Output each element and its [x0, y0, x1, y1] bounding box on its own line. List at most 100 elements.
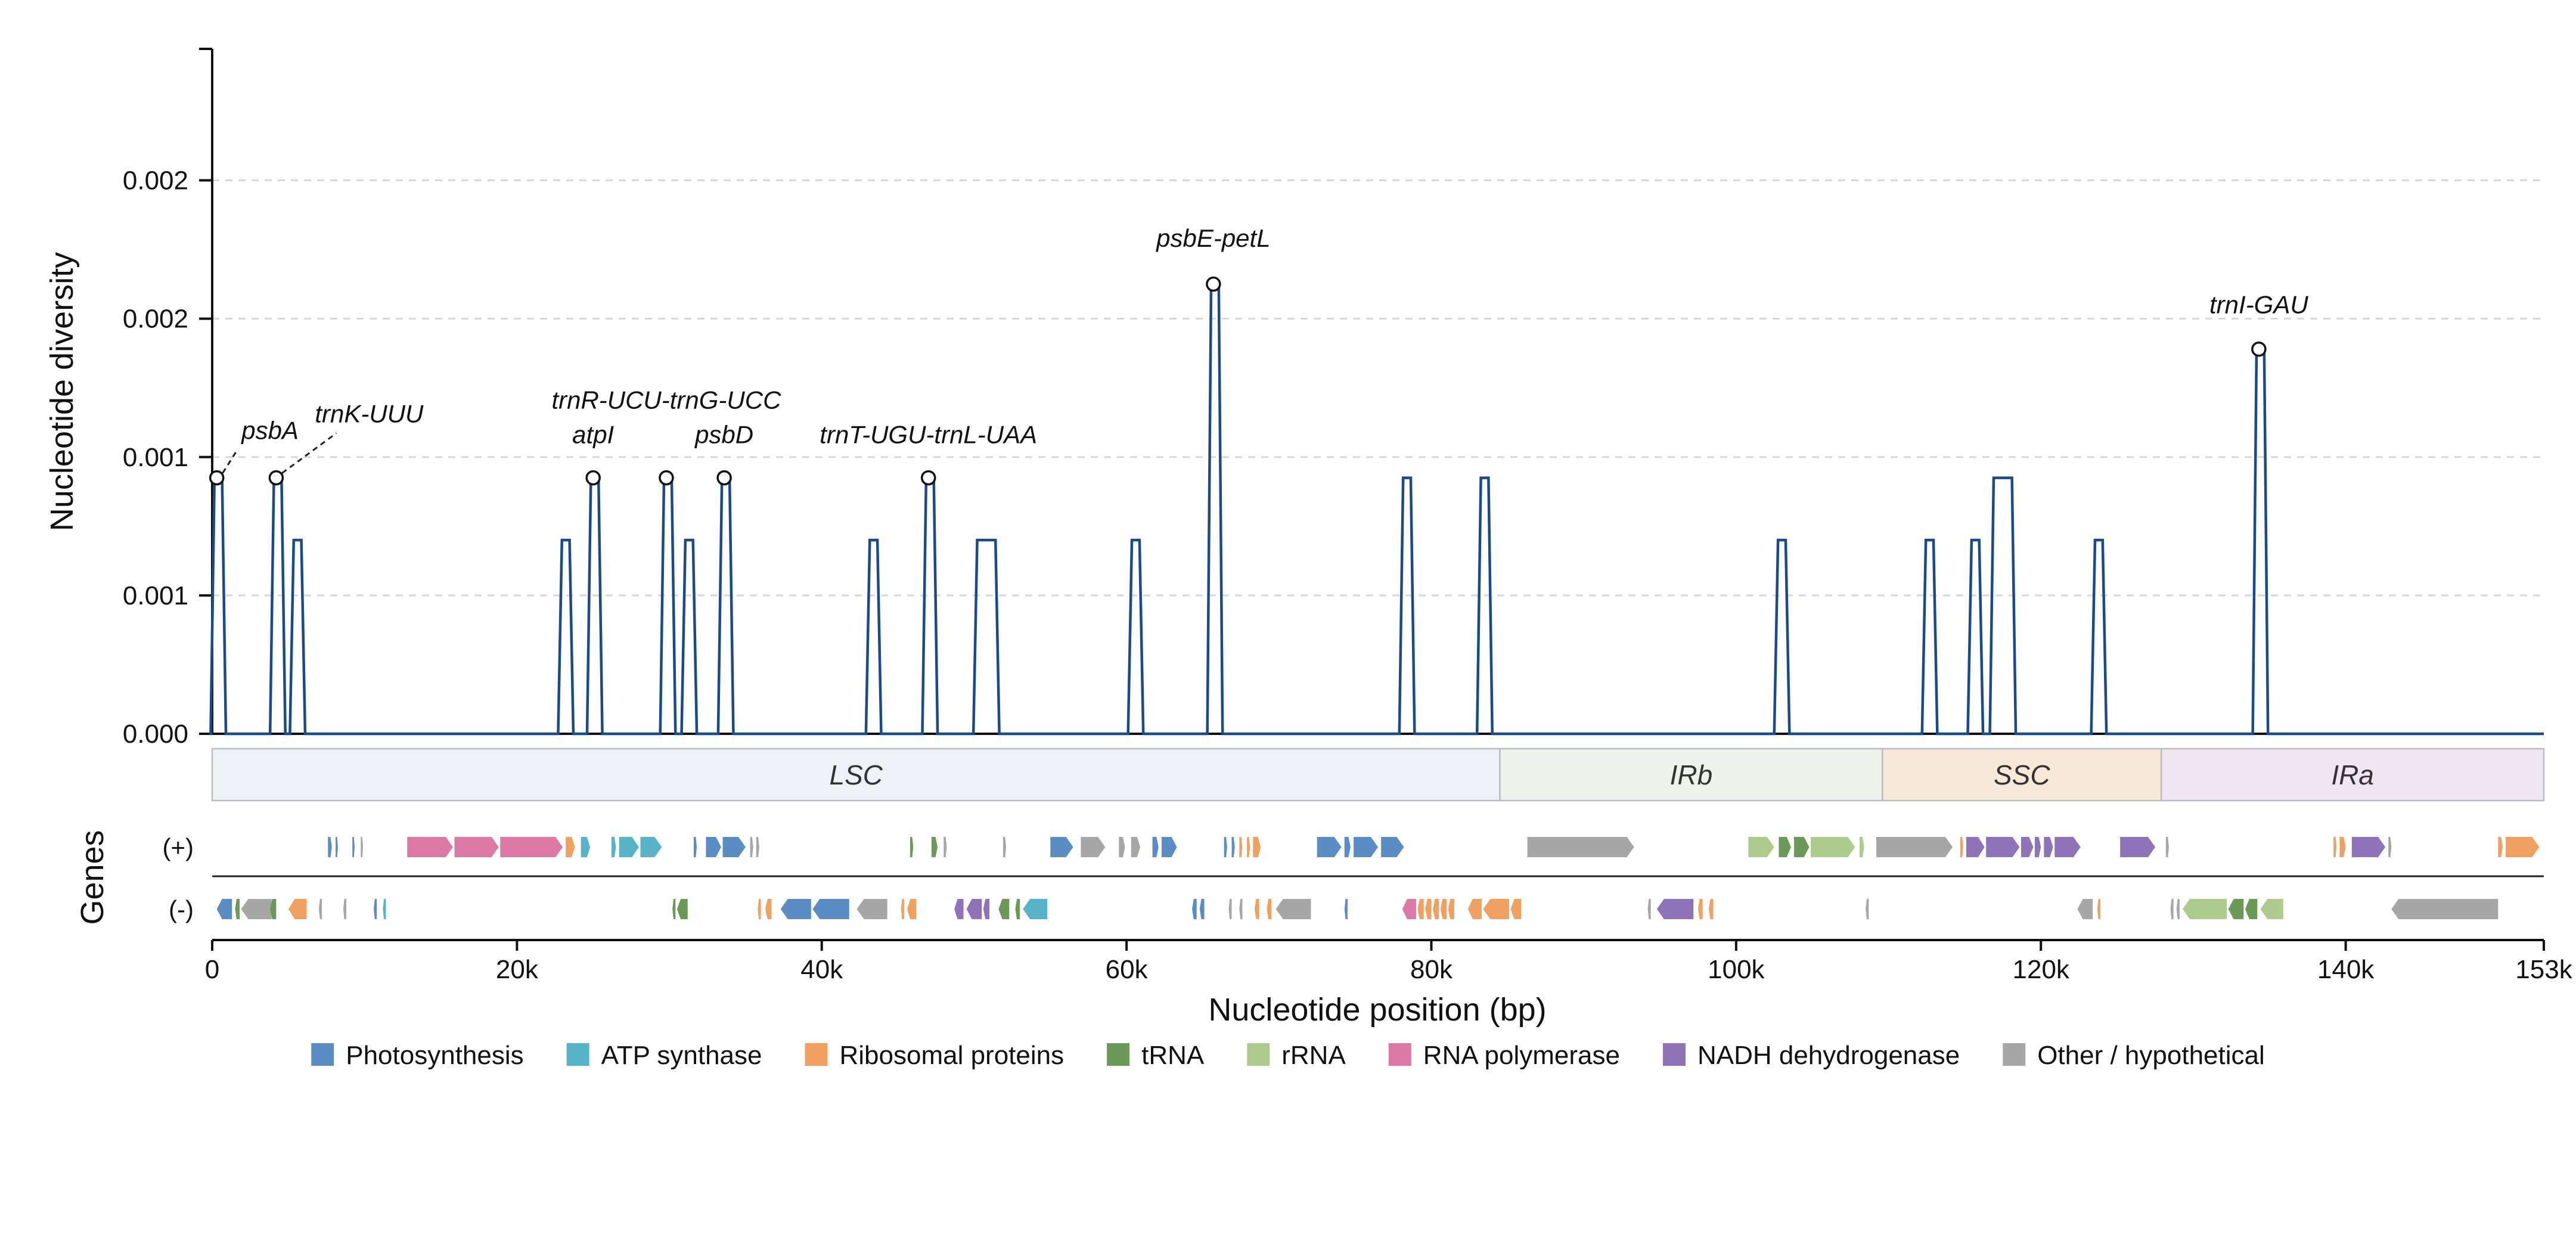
- legend-label: Photosynthesis: [346, 1041, 523, 1070]
- gene-plus-strand: [1050, 837, 1073, 857]
- legend-item: Photosynthesis: [311, 1041, 524, 1070]
- strand-label: (+): [163, 833, 194, 861]
- gene-minus-strand: [374, 899, 377, 919]
- gene-minus-strand: [1015, 899, 1020, 919]
- gene-plus-strand: [2120, 837, 2155, 857]
- gene-minus-strand: [2077, 899, 2093, 919]
- gene-plus-strand: [1247, 837, 1250, 857]
- peak-marker: [2251, 341, 2267, 357]
- peak-marker: [268, 470, 284, 486]
- gene-minus-strand: [954, 899, 964, 919]
- peak-marker: [1206, 276, 1221, 292]
- legend-item: rRNA: [1247, 1041, 1346, 1070]
- x-tick-label: 40k: [800, 955, 843, 984]
- gene-minus-strand: [983, 899, 989, 919]
- legend-swatch: [805, 1043, 828, 1066]
- gene-minus-strand: [1425, 899, 1432, 919]
- gene-minus-strand: [383, 899, 386, 919]
- region-block: [2160, 748, 2545, 802]
- peak-marker: [716, 470, 732, 486]
- gene-minus-strand: [1467, 899, 1482, 919]
- gene-minus-strand: [1267, 899, 1272, 919]
- y-tick-label: 0.001: [123, 581, 188, 610]
- gene-plus-strand: [1253, 837, 1261, 857]
- gene-minus-strand: [235, 899, 240, 919]
- gene-plus-strand: [706, 837, 721, 857]
- peak-label: psbA: [240, 417, 299, 445]
- gene-minus-strand: [1433, 899, 1439, 919]
- gene-plus-strand: [640, 837, 662, 857]
- strand-label: (-): [169, 895, 194, 923]
- gene-minus-strand: [1440, 899, 1447, 919]
- gene-minus-strand: [1510, 899, 1522, 919]
- gene-plus-strand: [454, 837, 499, 857]
- region-label: IRb: [1670, 759, 1713, 790]
- legend-swatch: [2003, 1043, 2026, 1066]
- gene-plus-strand: [756, 837, 759, 857]
- legend-label: tRNA: [1141, 1041, 1205, 1070]
- gene-minus-strand: [216, 899, 232, 919]
- gene-plus-strand: [1119, 837, 1125, 857]
- gene-plus-strand: [1779, 837, 1791, 857]
- legend-item: NADH dehydrogenase: [1662, 1041, 1960, 1070]
- y-tick-label: 0.001: [123, 443, 188, 472]
- axes: 0.000 0.001 0.001 0.002 0.002 0 20k 40k 60k 80k 10…: [123, 48, 2573, 984]
- gene-minus-strand: [343, 899, 347, 919]
- region-block: [211, 748, 1501, 802]
- gene-minus-strand: [1647, 899, 1651, 919]
- gene-plus-strand: [2339, 837, 2346, 857]
- x-tick-label: 100k: [1708, 955, 1765, 984]
- y-tick-label: 0.002: [123, 305, 188, 334]
- gene-minus-strand: [1023, 899, 1048, 919]
- gene-minus-strand: [812, 899, 849, 919]
- gene-plus-strand: [1354, 837, 1378, 857]
- gene-minus-strand: [2260, 899, 2283, 919]
- gene-tracks: (+) (-): [163, 833, 2544, 923]
- gene-minus-strand: [2170, 899, 2174, 919]
- gene-plus-strand: [1131, 837, 1141, 857]
- x-tick-label: 120k: [2013, 955, 2070, 984]
- gene-plus-strand: [581, 837, 591, 857]
- gene-minus-strand: [758, 899, 761, 919]
- gene-minus-strand: [288, 899, 307, 919]
- gene-minus-strand: [1192, 899, 1197, 919]
- x-tick-label: 20k: [496, 955, 539, 984]
- gene-plus-strand: [1794, 837, 1810, 857]
- legend-item: Other / hypothetical: [2003, 1041, 2265, 1070]
- x-tick-label: 0: [205, 955, 219, 984]
- gene-minus-strand: [2391, 899, 2499, 919]
- peak-annotations: psbA trnK-UUU atpI trnR-UCU-trnG-UCC psbD trn…: [209, 224, 2308, 486]
- y-axis-title: Nucleotide diversity: [44, 252, 80, 531]
- gene-minus-strand: [2245, 899, 2258, 919]
- legend-swatch: [311, 1043, 334, 1066]
- gene-plus-strand: [566, 837, 575, 857]
- gene-plus-strand: [2506, 837, 2540, 857]
- gene-plus-strand: [328, 837, 332, 857]
- gene-plus-strand: [1876, 837, 1953, 857]
- peak-label: atpI: [572, 421, 614, 449]
- gene-plus-strand: [1224, 837, 1227, 857]
- gene-minus-strand: [2183, 899, 2227, 919]
- gene-plus-strand: [1748, 837, 1774, 857]
- gene-plus-strand: [2388, 837, 2392, 857]
- legend-swatch: [1247, 1043, 1270, 1066]
- region-label: LSC: [830, 759, 883, 790]
- gene-plus-strand: [2333, 837, 2337, 857]
- gene-plus-strand: [1231, 837, 1235, 857]
- gene-plus-strand: [1966, 837, 1985, 857]
- gene-minus-strand: [676, 899, 688, 919]
- gene-minus-strand: [1708, 899, 1714, 919]
- x-axis-title: Nucleotide position (bp): [1208, 992, 1546, 1028]
- gene-minus-strand: [1402, 899, 1416, 919]
- gene-minus-strand: [2097, 899, 2100, 919]
- peak-label: trnR-UCU-trnG-UCC: [551, 386, 781, 414]
- peak-label: trnI-GAU: [2209, 290, 2308, 318]
- gene-plus-strand: [336, 837, 338, 857]
- legend-swatch: [1107, 1043, 1130, 1066]
- region-block: [1499, 748, 1883, 802]
- x-tick-label: 60k: [1106, 955, 1149, 984]
- gene-minus-strand: [1254, 899, 1259, 919]
- genes-track-title: Genes: [75, 830, 110, 925]
- gene-minus-strand: [1866, 899, 1869, 919]
